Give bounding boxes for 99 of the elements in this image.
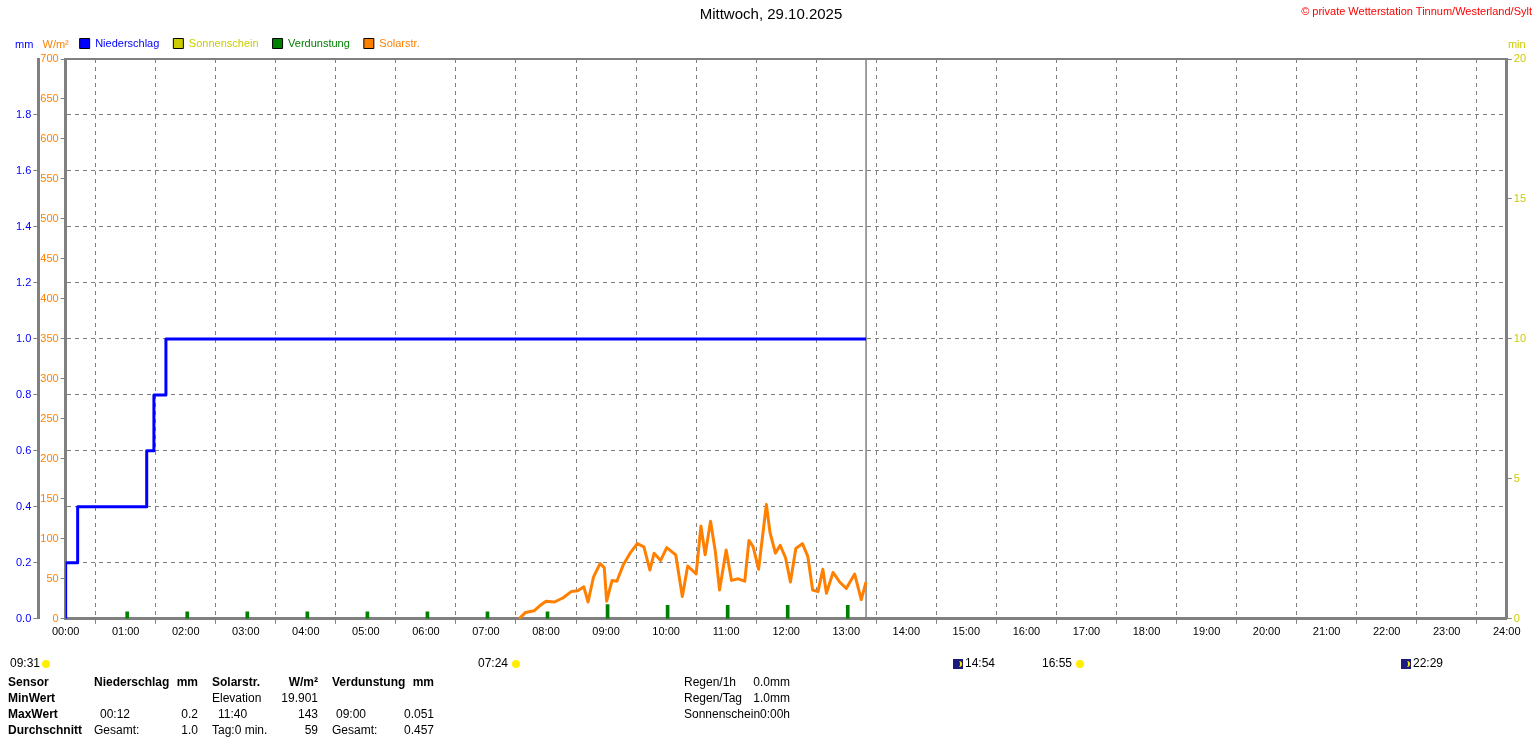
text: 0:00h <box>759 707 790 722</box>
y3-tick-label: 15 <box>1513 191 1527 204</box>
y-tick-label: 0.2 <box>15 555 32 568</box>
legend-label: Sonnenschein <box>188 36 259 49</box>
y-tick-label: 1.6 <box>15 163 32 176</box>
text: 09:00 <box>336 707 367 722</box>
y2-tick-label: 150 <box>40 491 59 504</box>
text: 14:54 <box>965 656 996 671</box>
text: Durchschnitt <box>8 723 83 738</box>
x-tick-label: 17:00 <box>1072 625 1101 638</box>
x-tick-label: 21:00 <box>1312 625 1341 638</box>
text: Elevation <box>212 691 262 706</box>
x-tick-label: 16:00 <box>1012 625 1041 638</box>
text: 16:55 <box>1041 656 1073 671</box>
y2-tick-label: 450 <box>40 251 59 264</box>
y-axis-title: mm <box>14 38 34 51</box>
x-tick-label: 09:00 <box>592 625 620 638</box>
y2-tick-label: 200 <box>40 451 59 464</box>
legend-label: Verdunstung <box>288 36 350 49</box>
text: 143 <box>297 707 319 722</box>
x-tick-label: 15:00 <box>952 625 981 638</box>
x-tick-label: 11:00 <box>712 625 740 638</box>
y-tick-label: 0.0 <box>15 611 32 624</box>
text: 1.0mm <box>753 691 790 706</box>
text: MinWert <box>8 691 56 706</box>
y2-tick-label: 50 <box>46 571 59 584</box>
y-tick-label: 1.4 <box>15 219 32 232</box>
y2-tick-label: 0 <box>52 611 59 624</box>
text: Regen/Tag <box>684 691 743 706</box>
legend-label: Solarstr. <box>379 36 420 49</box>
x-tick-label: 12:00 <box>772 625 800 638</box>
x-tick-label: 00:00 <box>51 625 80 638</box>
x-tick-label: 02:00 <box>171 625 200 638</box>
y-tick-label: 0.8 <box>15 387 32 400</box>
text: mm <box>412 675 434 690</box>
text: Regen/1h <box>684 675 737 690</box>
text: Sonnenschein <box>684 707 761 722</box>
text: 00:12 <box>100 707 131 722</box>
text: W/m² <box>288 675 318 690</box>
x-tick-label: 03:00 <box>232 625 260 638</box>
chart-title: Mittwoch, 29.10.2025 <box>699 5 843 23</box>
text: Niederschlag <box>94 675 170 690</box>
y3-tick-label: 20 <box>1513 52 1527 65</box>
text: 59 <box>304 723 319 738</box>
text: 0.457 <box>403 723 435 738</box>
text: Verdunstung <box>332 675 406 690</box>
x-tick-label: 19:00 <box>1192 625 1221 638</box>
text: Gesamt: <box>94 723 140 738</box>
x-tick-label: 05:00 <box>352 625 380 638</box>
x-tick-label: 01:00 <box>111 625 140 638</box>
y2-tick-label: 100 <box>40 531 59 544</box>
y3-tick-label: 0 <box>1513 611 1520 624</box>
text: mm <box>176 675 198 690</box>
x-tick-label: 18:00 <box>1132 625 1161 638</box>
x-tick-label: 23:00 <box>1432 625 1461 638</box>
text: 0.051 <box>403 707 435 722</box>
y2-tick-label: 500 <box>40 211 59 224</box>
y2-tick-label: 250 <box>40 411 59 424</box>
text: © private Wetterstation Tinnum/Westerland/Sylt <box>1301 5 1532 18</box>
text: Gesamt: <box>332 723 378 738</box>
y2-tick-label: 400 <box>40 291 59 304</box>
text: 09:31 <box>10 656 41 671</box>
y2-tick-label: 700 <box>40 52 59 65</box>
x-tick-label: 10:00 <box>652 625 680 638</box>
text: Tag:0 min. <box>212 723 268 738</box>
y-tick-label: 1.0 <box>15 331 32 344</box>
y3-tick-label: 10 <box>1513 331 1527 344</box>
x-tick-label: 13:00 <box>832 625 861 638</box>
y2-tick-label: 600 <box>40 132 59 144</box>
y2-tick-label: 650 <box>40 92 59 105</box>
text: 1.0 <box>181 723 199 738</box>
text: 11:40 <box>218 707 248 722</box>
y-tick-label: 1.2 <box>15 275 32 288</box>
x-tick-label: 20:00 <box>1252 625 1281 638</box>
text: Solarstr. <box>212 675 261 690</box>
y3-tick-label: 5 <box>1513 471 1520 484</box>
text: 07:24 <box>477 656 509 671</box>
text: MaxWert <box>8 707 58 722</box>
y-tick-label: 0.6 <box>15 443 32 456</box>
x-tick-label: 07:00 <box>472 625 500 638</box>
x-tick-label: 14:00 <box>892 625 921 638</box>
x-tick-label: 24:00 <box>1493 625 1521 638</box>
y2-tick-label: 300 <box>40 371 59 384</box>
legend-label: Niederschlag <box>95 36 160 49</box>
text: 0.0mm <box>753 675 790 690</box>
y-tick-label: 0.4 <box>15 499 32 512</box>
y2-axis-title: W/m² <box>42 38 70 51</box>
y-tick-label: 1.8 <box>15 108 32 121</box>
y3-axis-title: min <box>1507 38 1526 51</box>
y2-tick-label: 350 <box>40 331 59 344</box>
x-tick-label: 22:00 <box>1372 625 1401 638</box>
x-tick-label: 04:00 <box>292 625 320 638</box>
text: 0.2 <box>181 707 199 722</box>
text: 19.901 <box>281 691 319 706</box>
y2-tick-label: 550 <box>40 171 59 184</box>
x-tick-label: 06:00 <box>412 625 440 638</box>
text: Sensor <box>8 675 50 690</box>
x-tick-label: 08:00 <box>532 625 560 638</box>
text: 22:29 <box>1413 656 1444 671</box>
